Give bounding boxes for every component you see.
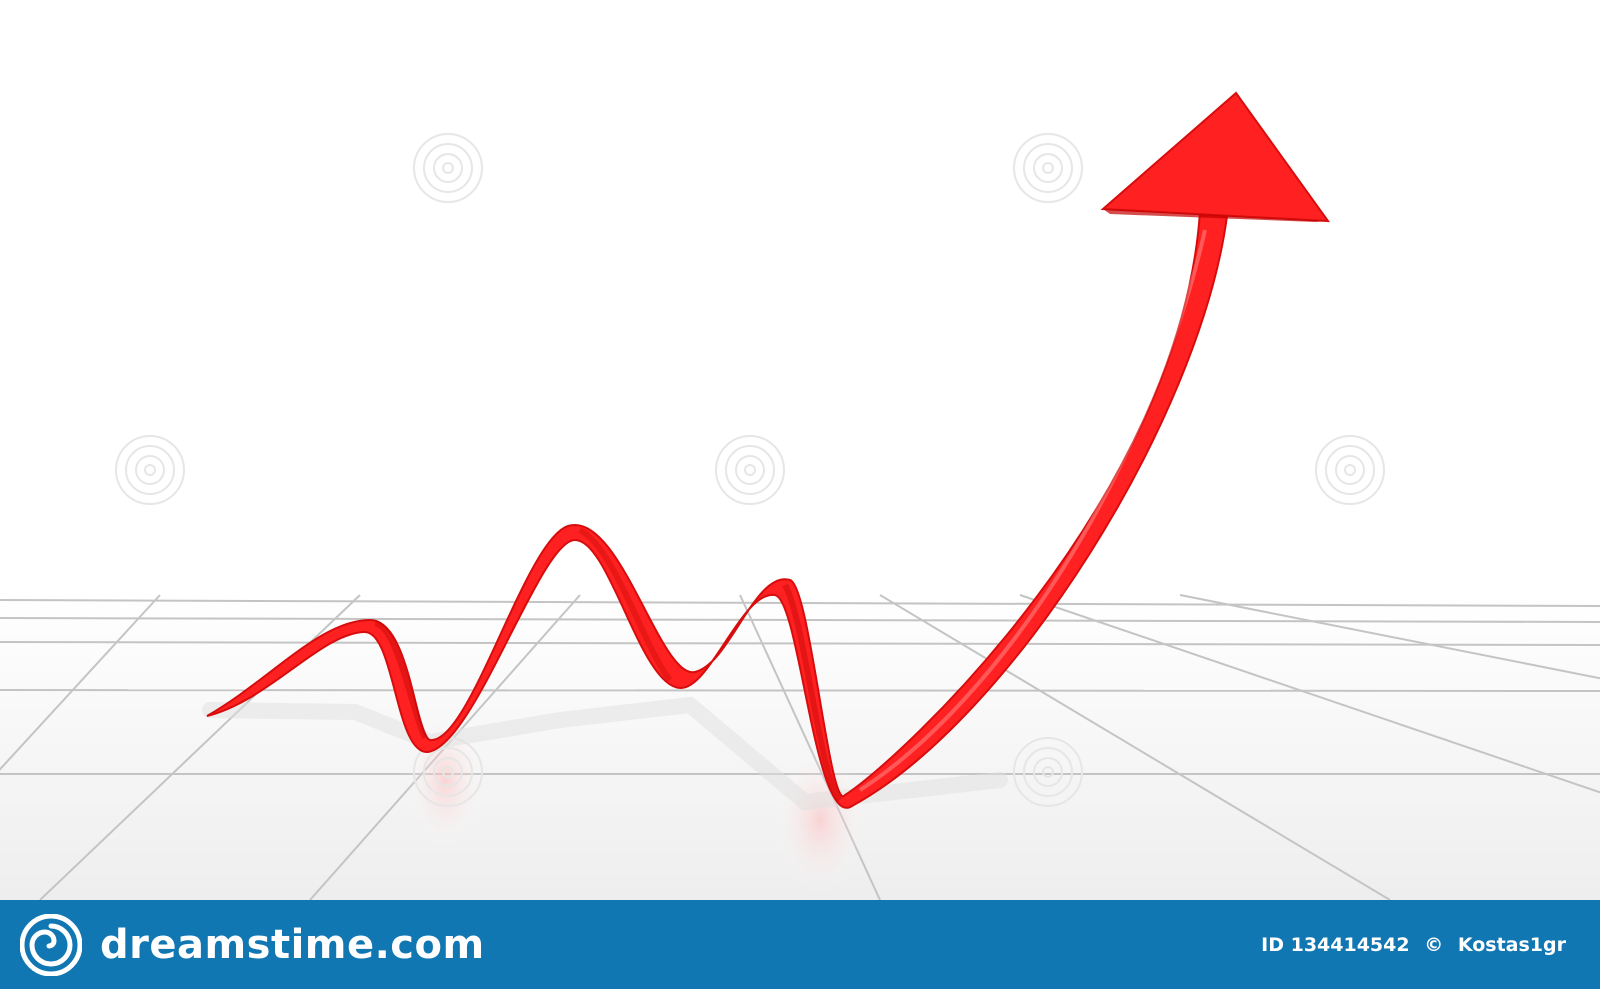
wave-shadow: [202, 696, 1008, 811]
image-id: ID 134414542: [1261, 933, 1410, 956]
watermark-spiral-icon: [115, 435, 185, 505]
watermark-pattern: [115, 133, 1385, 807]
copyright-symbol: ©: [1424, 933, 1444, 956]
watermark-spiral-icon: [715, 435, 785, 505]
watermark-footer-bar: dreamstime.com ID 134414542 © Kostas1gr: [0, 900, 1600, 989]
watermark-spiral-icon: [1013, 133, 1083, 203]
image-credit: ID 134414542 © Kostas1gr: [1261, 934, 1566, 956]
watermark-spiral-icon: [1315, 435, 1385, 505]
red-arrow-head: [1100, 91, 1331, 223]
watermark-spiral-icon: [413, 133, 483, 203]
red-growth-arrow-image: [0, 91, 1600, 900]
author-name: Kostas1gr: [1457, 933, 1566, 956]
brand-block: dreamstime.com: [20, 913, 485, 976]
brand-name: dreamstime.com: [100, 921, 485, 968]
spiral-logo-icon: [20, 913, 82, 976]
watermark-spiral-icon: [1013, 737, 1083, 807]
